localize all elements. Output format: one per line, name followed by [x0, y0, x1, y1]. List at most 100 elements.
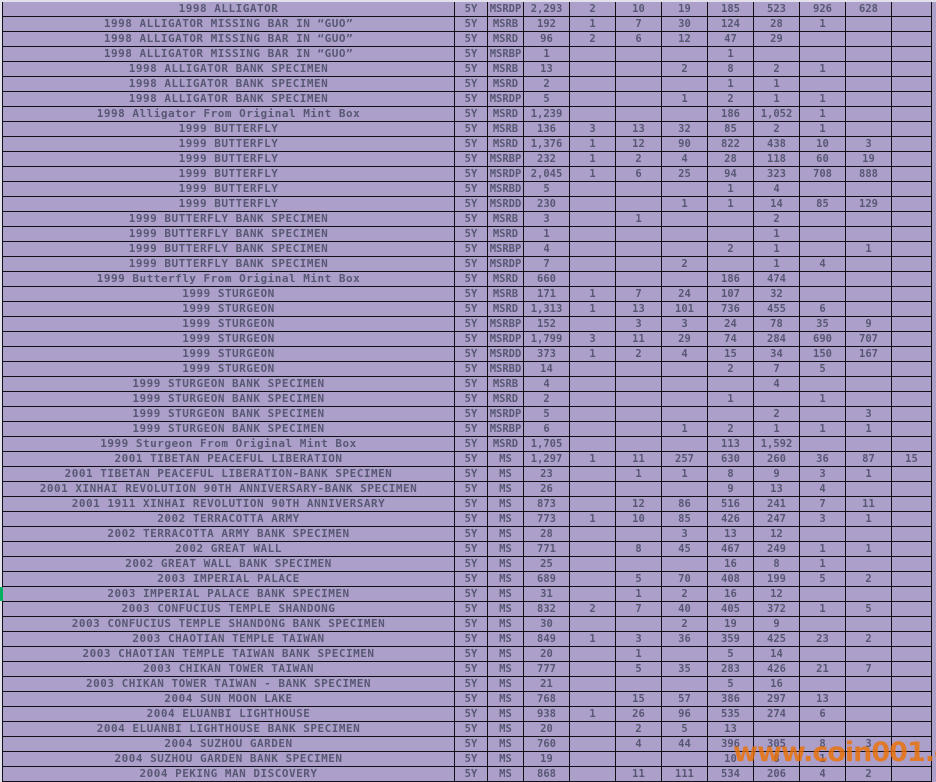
count-cell[interactable]: 4 [615, 736, 662, 752]
total-cell[interactable]: 152 [523, 316, 570, 332]
count-cell[interactable]: 474 [753, 271, 800, 287]
grade-cell[interactable]: MSRBP [487, 421, 524, 437]
count-cell[interactable] [845, 61, 892, 77]
count-cell[interactable]: 113 [707, 436, 754, 452]
count-cell[interactable]: 1 [799, 391, 846, 407]
count-cell[interactable]: 426 [707, 511, 754, 527]
count-cell[interactable] [615, 526, 662, 542]
period-cell[interactable]: 5Y [454, 91, 488, 107]
count-cell[interactable]: 44 [661, 736, 708, 752]
count-cell[interactable]: 29 [753, 31, 800, 47]
count-cell[interactable] [569, 586, 616, 602]
count-cell[interactable]: 13 [799, 691, 846, 707]
count-cell[interactable] [891, 196, 932, 212]
count-cell[interactable]: 1 [753, 226, 800, 242]
count-cell[interactable]: 1 [799, 16, 846, 32]
count-cell[interactable] [799, 46, 846, 62]
period-cell[interactable]: 5Y [454, 511, 488, 527]
count-cell[interactable] [615, 556, 662, 572]
grade-cell[interactable]: MSRD [487, 31, 524, 47]
count-cell[interactable]: 1 [799, 601, 846, 617]
coin-name-cell[interactable]: 1999 STURGEON [2, 346, 455, 362]
period-cell[interactable]: 5Y [454, 226, 488, 242]
total-cell[interactable]: 26 [523, 481, 570, 497]
count-cell[interactable]: 10 [615, 2, 662, 17]
coin-name-cell[interactable]: 2002 TERRACOTTA ARMY BANK SPECIMEN [2, 526, 455, 542]
total-cell[interactable]: 3 [523, 211, 570, 227]
total-cell[interactable]: 7 [523, 256, 570, 272]
count-cell[interactable]: 12 [753, 526, 800, 542]
grade-cell[interactable]: MSRD [487, 136, 524, 152]
grade-cell[interactable]: MS [487, 481, 524, 497]
period-cell[interactable]: 5Y [454, 451, 488, 467]
count-cell[interactable]: 1,592 [753, 436, 800, 452]
count-cell[interactable] [891, 376, 932, 392]
count-cell[interactable] [799, 211, 846, 227]
count-cell[interactable] [891, 511, 932, 527]
coin-name-cell[interactable]: 1999 Butterfly From Original Mint Box [2, 271, 455, 287]
coin-name-cell[interactable]: 1998 ALLIGATOR MISSING BAR IN “GUO” [2, 31, 455, 47]
count-cell[interactable]: 85 [799, 196, 846, 212]
total-cell[interactable]: 1,297 [523, 451, 570, 467]
count-cell[interactable]: 708 [799, 166, 846, 182]
count-cell[interactable] [615, 751, 662, 767]
count-cell[interactable] [569, 571, 616, 587]
count-cell[interactable]: 45 [661, 541, 708, 557]
period-cell[interactable]: 5Y [454, 346, 488, 362]
count-cell[interactable] [845, 106, 892, 122]
total-cell[interactable]: 31 [523, 586, 570, 602]
count-cell[interactable] [845, 691, 892, 707]
count-cell[interactable]: 2 [569, 31, 616, 47]
count-cell[interactable] [661, 106, 708, 122]
count-cell[interactable]: 118 [753, 151, 800, 167]
count-cell[interactable]: 305 [753, 736, 800, 752]
count-cell[interactable]: 707 [845, 331, 892, 347]
count-cell[interactable]: 405 [707, 601, 754, 617]
period-cell[interactable]: 5Y [454, 706, 488, 722]
count-cell[interactable] [661, 676, 708, 692]
count-cell[interactable] [891, 211, 932, 227]
count-cell[interactable] [799, 406, 846, 422]
count-cell[interactable] [845, 646, 892, 662]
count-cell[interactable]: 1 [615, 646, 662, 662]
count-cell[interactable]: 1 [615, 586, 662, 602]
count-cell[interactable]: 21 [799, 661, 846, 677]
count-cell[interactable] [891, 331, 932, 347]
count-cell[interactable]: 283 [707, 661, 754, 677]
count-cell[interactable]: 1 [845, 466, 892, 482]
coin-name-cell[interactable]: 1999 Sturgeon From Original Mint Box [2, 436, 455, 452]
period-cell[interactable]: 5Y [454, 31, 488, 47]
count-cell[interactable]: 2 [661, 256, 708, 272]
count-cell[interactable]: 8 [753, 751, 800, 767]
count-cell[interactable]: 3 [569, 331, 616, 347]
count-cell[interactable] [799, 526, 846, 542]
count-cell[interactable]: 628 [845, 2, 892, 17]
count-cell[interactable] [661, 226, 708, 242]
count-cell[interactable]: 372 [753, 601, 800, 617]
coin-name-cell[interactable]: 1999 BUTTERFLY BANK SPECIMEN [2, 241, 455, 257]
count-cell[interactable] [569, 211, 616, 227]
count-cell[interactable]: 1 [753, 241, 800, 257]
total-cell[interactable]: 2 [523, 391, 570, 407]
count-cell[interactable] [799, 286, 846, 302]
grade-cell[interactable]: MS [487, 661, 524, 677]
count-cell[interactable]: 8 [799, 736, 846, 752]
count-cell[interactable] [569, 361, 616, 377]
count-cell[interactable] [891, 676, 932, 692]
count-cell[interactable]: 14 [753, 196, 800, 212]
count-cell[interactable] [569, 271, 616, 287]
count-cell[interactable]: 5 [799, 571, 846, 587]
count-cell[interactable]: 1 [799, 421, 846, 437]
count-cell[interactable] [661, 76, 708, 92]
total-cell[interactable]: 832 [523, 601, 570, 617]
count-cell[interactable]: 1 [569, 136, 616, 152]
count-cell[interactable]: 186 [707, 271, 754, 287]
count-cell[interactable]: 150 [799, 346, 846, 362]
count-cell[interactable]: 186 [707, 106, 754, 122]
count-cell[interactable] [891, 106, 932, 122]
count-cell[interactable] [845, 616, 892, 632]
count-cell[interactable] [799, 226, 846, 242]
count-cell[interactable] [891, 631, 932, 647]
total-cell[interactable]: 1,799 [523, 331, 570, 347]
count-cell[interactable] [569, 91, 616, 107]
